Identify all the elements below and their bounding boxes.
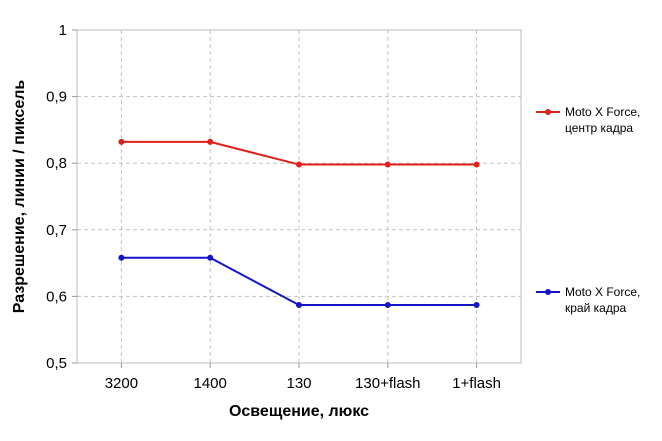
series-1-point — [118, 138, 125, 145]
y-tick-label: 0,6 — [46, 288, 67, 305]
legend: Moto X Force, центр кадра Moto X Force, кра… — [536, 105, 640, 315]
legend-label-2: край кадра — [565, 301, 626, 315]
x-axis-ticks: 3200 1400 130 130+flash 1+flash — [105, 363, 501, 392]
y-tick-label: 0,8 — [46, 155, 67, 172]
series-2-point — [384, 302, 391, 309]
y-tick-label: 0,9 — [46, 89, 67, 106]
series-1-point — [384, 161, 391, 168]
y-axis-ticks: 0,5 0,6 0,7 0,8 0,9 1 — [46, 22, 77, 372]
y-tick-label: 1 — [59, 22, 67, 39]
series-2-point — [296, 302, 302, 309]
x-tick-label: 130+flash — [355, 375, 420, 392]
series-1-point — [473, 161, 480, 168]
y-tick-label: 0,7 — [46, 222, 67, 239]
series-group — [118, 138, 480, 309]
legend-label-2: Moto X Force, — [565, 285, 640, 299]
grid-lines — [77, 30, 521, 363]
x-tick-label: 1400 — [194, 375, 227, 392]
series-1-point — [296, 161, 302, 168]
y-axis-title: Разрешение, линии / пиксель — [11, 80, 28, 314]
legend-marker-1 — [545, 109, 551, 115]
x-tick-label: 3200 — [105, 375, 138, 392]
series-2-point — [207, 254, 214, 261]
legend-label-1: центр кадра — [565, 121, 633, 135]
legend-marker-2 — [545, 289, 551, 295]
y-tick-label: 0,5 — [46, 355, 67, 372]
x-tick-label: 130 — [286, 375, 311, 392]
series-2-point — [473, 302, 480, 309]
series-1-point — [207, 138, 214, 145]
x-tick-label: 1+flash — [452, 375, 501, 392]
x-axis-title: Освещение, люкс — [229, 403, 369, 420]
legend-label-1: Moto X Force, — [565, 105, 640, 119]
series-2-point — [118, 254, 125, 261]
